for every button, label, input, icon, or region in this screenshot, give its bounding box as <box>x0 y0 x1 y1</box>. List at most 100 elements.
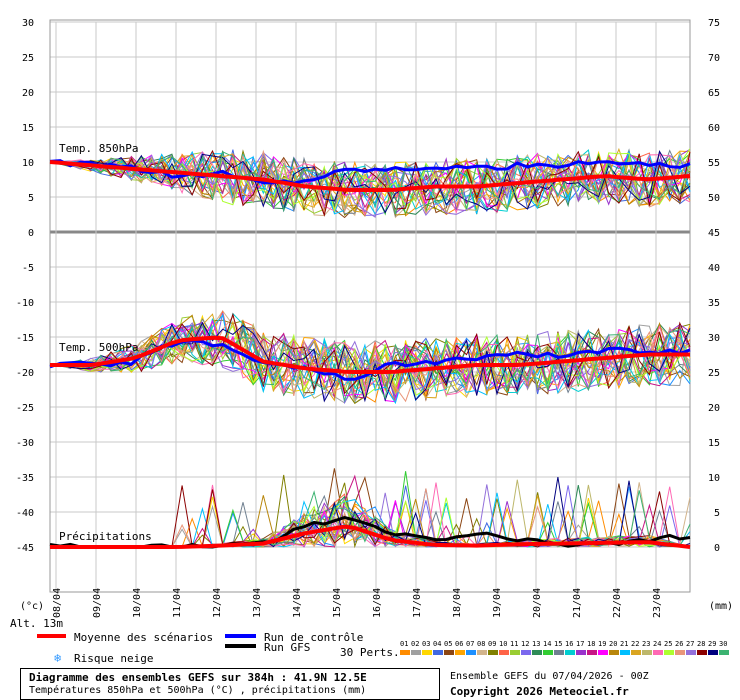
pert-id-label: 19 <box>598 640 606 648</box>
x-tick-label: 23/04 <box>652 588 663 618</box>
pert-color-swatch <box>620 650 630 655</box>
right-tick-label: 45 <box>708 228 720 239</box>
right-tick-label: 35 <box>708 298 720 309</box>
ensemble-line-500 <box>49 321 691 403</box>
pert-color-swatch <box>653 650 663 655</box>
ensemble-line-500 <box>49 324 691 403</box>
pert-color-swatch <box>488 650 498 655</box>
pert-color-swatch <box>686 650 696 655</box>
left-tick-label: 15 <box>22 123 34 134</box>
right-tick-label: 75 <box>708 18 720 29</box>
x-tick-label: 10/04 <box>132 588 143 618</box>
pert-id-label: 22 <box>631 640 639 648</box>
pert-color-swatch <box>697 650 707 655</box>
pert-id-label: 16 <box>565 640 573 648</box>
left-tick-label: 5 <box>28 193 34 204</box>
legend-snow-label: Risque neige <box>74 652 153 665</box>
ensemble-member-lines <box>49 147 691 549</box>
right-tick-label: 55 <box>708 158 720 169</box>
legend-gfs-label: Run GFS <box>264 641 310 654</box>
pert-color-swatch <box>554 650 564 655</box>
ensemble-line-850 <box>49 151 691 218</box>
x-tick-label: 14/04 <box>292 588 303 618</box>
right-tick-label: 40 <box>708 263 720 274</box>
pert-color-swatch <box>466 650 476 655</box>
right-tick-label: 10 <box>708 473 720 484</box>
pert-id-label: 29 <box>708 640 716 648</box>
right-tick-label: 60 <box>708 123 720 134</box>
footer-subtitle: Températures 850hPa et 500hPa (°C) , pré… <box>29 685 367 696</box>
legend-mean-label: Moyenne des scénarios <box>74 631 213 644</box>
altitude-label: Alt. 13m <box>10 617 63 630</box>
pert-id-label: 07 <box>466 640 474 648</box>
pert-color-swatch <box>499 650 509 655</box>
pert-color-swatch <box>477 650 487 655</box>
plot-frame <box>49 19 691 593</box>
right-tick-label: 25 <box>708 368 720 379</box>
right-tick-label: 20 <box>708 403 720 414</box>
mean-line-precip <box>50 524 691 549</box>
run-info: Ensemble GEFS du 07/04/2026 - 00Z <box>450 671 649 682</box>
pert-color-swatch <box>400 650 410 655</box>
pert-color-swatch <box>609 650 619 655</box>
pert-color-swatch <box>675 650 685 655</box>
x-tick-label: 20/04 <box>532 588 543 618</box>
x-tick-label: 16/04 <box>372 588 383 618</box>
footer-title: Diagramme des ensembles GEFS sur 384h : … <box>29 671 367 684</box>
left-tick-label: 0 <box>28 228 34 239</box>
x-tick-label: 22/04 <box>612 588 623 618</box>
pert-id-label: 12 <box>521 640 529 648</box>
left-tick-label: 10 <box>22 158 34 169</box>
pert-id-label: 05 <box>444 640 452 648</box>
pert-id-label: 27 <box>686 640 694 648</box>
pert-id-label: 10 <box>499 640 507 648</box>
left-tick-label: -45 <box>16 543 34 554</box>
pert-color-swatch <box>433 650 443 655</box>
left-tick-label: 20 <box>22 88 34 99</box>
pert-id-label: 17 <box>576 640 584 648</box>
pert-color-swatch <box>598 650 608 655</box>
pert-color-swatch <box>455 650 465 655</box>
right-tick-label: 5 <box>714 508 720 519</box>
pert-id-label: 08 <box>477 640 485 648</box>
left-tick-label: -40 <box>16 508 34 519</box>
ensemble-line-500 <box>49 312 691 404</box>
chart-grid <box>49 19 691 593</box>
label-t850: Temp. 850hPa <box>59 142 138 155</box>
x-tick-label: 15/04 <box>332 588 343 618</box>
left-tick-label: -20 <box>16 368 34 379</box>
label-t500: Temp. 500hPa <box>59 341 138 354</box>
right-tick-label: 30 <box>708 333 720 344</box>
pert-id-label: 28 <box>697 640 705 648</box>
pert-id-label: 21 <box>620 640 628 648</box>
left-tick-label: -5 <box>22 263 34 274</box>
pert-id-label: 06 <box>455 640 463 648</box>
left-tick-label: 30 <box>22 18 34 29</box>
main-series-lines <box>49 159 691 549</box>
mean-line-850 <box>49 160 691 192</box>
x-tick-label: 21/04 <box>572 588 583 618</box>
pert-color-swatch <box>411 650 421 655</box>
footer-box: Diagramme des ensembles GEFS sur 384h : … <box>20 668 440 700</box>
pert-id-label: 25 <box>664 640 672 648</box>
left-tick-label: -10 <box>16 298 34 309</box>
x-tick-label: 12/04 <box>212 588 223 618</box>
pert-color-swatch <box>587 650 597 655</box>
left-tick-label: -30 <box>16 438 34 449</box>
right-tick-label: 65 <box>708 88 720 99</box>
pert-color-swatch <box>543 650 553 655</box>
pert-color-swatch <box>444 650 454 655</box>
pert-id-label: 30 <box>719 640 727 648</box>
left-tick-label: 25 <box>22 53 34 64</box>
ensemble-line-850 <box>49 149 691 217</box>
pert-id-label: 02 <box>411 640 419 648</box>
right-tick-label: 50 <box>708 193 720 204</box>
pert-color-swatch <box>510 650 520 655</box>
pert-id-label: 14 <box>543 640 551 648</box>
left-tick-label: -25 <box>16 403 34 414</box>
right-tick-label: 0 <box>714 543 720 554</box>
pert-id-label: 23 <box>642 640 650 648</box>
pert-id-label: 01 <box>400 640 408 648</box>
pert-id-label: 03 <box>422 640 430 648</box>
